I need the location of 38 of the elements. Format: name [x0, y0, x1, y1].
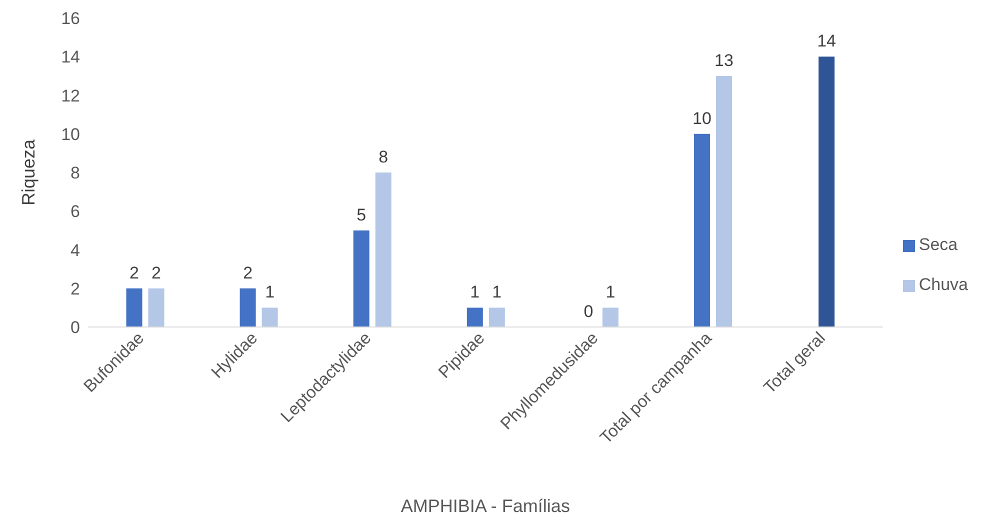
- x-axis-title: AMPHIBIA - Famílias: [400, 496, 570, 516]
- data-label: 2: [130, 263, 139, 282]
- bar: [818, 56, 835, 327]
- bar: [262, 308, 278, 327]
- y-tick-label: 0: [70, 318, 80, 338]
- data-label: 5: [356, 205, 366, 224]
- data-label: 1: [470, 282, 480, 302]
- y-tick-label: 8: [70, 164, 80, 183]
- bar: [488, 308, 505, 327]
- y-tick-label: 12: [61, 86, 80, 106]
- bar: [353, 230, 370, 327]
- y-tick-label: 10: [61, 124, 80, 144]
- bar: [694, 134, 710, 327]
- y-tick-label: 6: [70, 202, 80, 222]
- data-label: 8: [378, 148, 388, 166]
- data-label: 0: [584, 302, 594, 321]
- legend-label: Seca: [918, 235, 958, 254]
- bar: [466, 308, 483, 327]
- bar: [148, 288, 164, 327]
- data-label: 2: [243, 263, 253, 282]
- y-axis-title: Riqueza: [18, 138, 38, 206]
- y-tick-label: 2: [70, 279, 80, 298]
- y-tick-label: 4: [70, 240, 80, 260]
- data-label: 1: [265, 282, 275, 302]
- bar: [126, 288, 142, 327]
- bar: [240, 288, 256, 327]
- legend-label: Chuva: [918, 275, 968, 294]
- bar: [602, 308, 618, 327]
- data-label: 13: [714, 50, 734, 70]
- data-label: 2: [152, 263, 161, 282]
- y-tick-label: 16: [61, 9, 80, 28]
- data-label: 1: [606, 282, 616, 302]
- bar: [716, 76, 732, 327]
- data-label: 1: [492, 282, 502, 302]
- data-label: 14: [817, 32, 836, 51]
- y-tick-label: 14: [61, 48, 80, 67]
- data-label: 10: [692, 108, 712, 128]
- bar: [375, 172, 392, 327]
